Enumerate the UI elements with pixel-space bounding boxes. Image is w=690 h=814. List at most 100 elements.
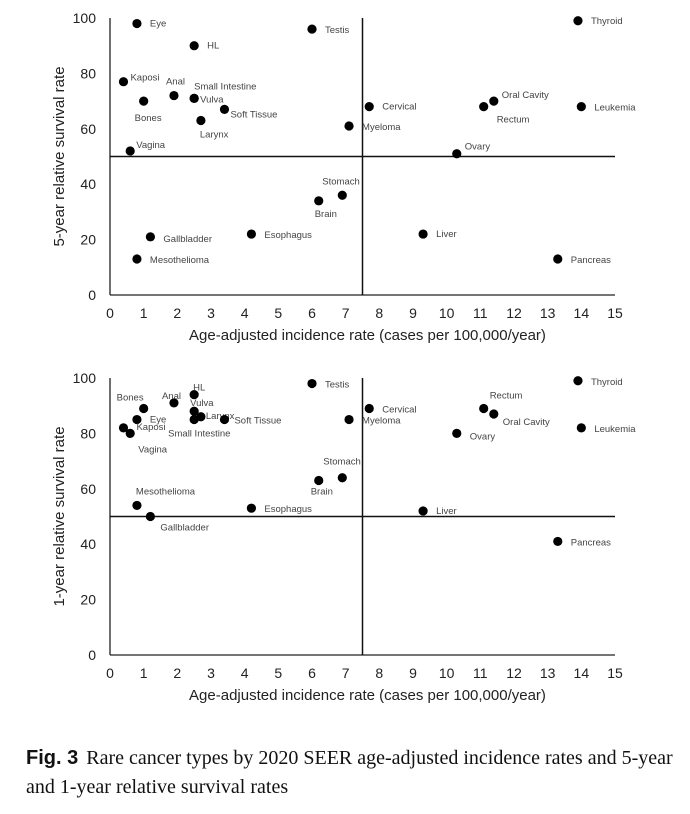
x-tick-label: 0 bbox=[106, 665, 114, 681]
data-label-kaposi: Kaposi bbox=[130, 73, 159, 84]
data-label-kaposi: Kaposi bbox=[136, 422, 165, 433]
data-point-vagina bbox=[125, 146, 135, 156]
data-point-mesothelioma bbox=[132, 500, 142, 511]
data-point-ovary bbox=[452, 149, 462, 159]
data-point-leukemia bbox=[576, 102, 586, 112]
data-point-small-intestine bbox=[189, 414, 199, 425]
data-point-testis bbox=[307, 378, 317, 389]
data-label-esophagus: Esophagus bbox=[264, 230, 312, 241]
data-label-anal: Anal bbox=[166, 77, 185, 88]
data-point-pancreas bbox=[553, 254, 563, 264]
data-label-ovary: Ovary bbox=[465, 142, 491, 153]
x-tick-label: 7 bbox=[342, 665, 350, 681]
x-tick-label: 2 bbox=[173, 305, 181, 321]
data-label-thyroid: Thyroid bbox=[591, 16, 623, 27]
data-label-gallbladder: Gallbladder bbox=[163, 234, 212, 245]
x-tick-label: 6 bbox=[308, 305, 316, 321]
y-tick-label: 80 bbox=[80, 65, 96, 81]
data-label-vulva: Vulva bbox=[200, 94, 224, 105]
x-tick-label: 3 bbox=[207, 305, 215, 321]
data-label-brain: Brain bbox=[311, 486, 333, 497]
x-tick-label: 11 bbox=[473, 665, 488, 681]
data-point-gallbladder bbox=[145, 232, 155, 242]
data-point-bones bbox=[139, 96, 149, 106]
data-point-cervical bbox=[364, 403, 374, 414]
y-tick-label: 0 bbox=[88, 287, 96, 303]
data-point-vagina bbox=[125, 428, 135, 438]
x-tick-label: 14 bbox=[574, 665, 590, 681]
x-tick-label: 5 bbox=[274, 665, 282, 681]
data-point-thyroid bbox=[573, 376, 583, 386]
y-axis-title: 5-year relative survival rate bbox=[51, 66, 68, 246]
data-label-esophagus: Esophagus bbox=[264, 504, 312, 515]
data-label-oral-cavity: Oral Cavity bbox=[503, 417, 550, 428]
x-tick-label: 3 bbox=[207, 665, 215, 681]
figure-caption: Fig. 3 Rare cancer types by 2020 SEER age… bbox=[26, 744, 676, 802]
data-point-gallbladder bbox=[145, 511, 155, 522]
data-label-liver: Liver bbox=[436, 229, 457, 240]
data-label-hl: HL bbox=[193, 383, 205, 394]
data-label-larynx: Larynx bbox=[200, 129, 229, 140]
data-label-oral-cavity: Oral Cavity bbox=[502, 90, 549, 101]
data-label-pancreas: Pancreas bbox=[571, 255, 611, 266]
x-tick-label: 8 bbox=[375, 305, 383, 321]
x-tick-label: 11 bbox=[473, 305, 488, 321]
data-point-larynx bbox=[196, 115, 206, 126]
data-label-rectum: Rectum bbox=[497, 115, 530, 126]
x-tick-label: 13 bbox=[540, 665, 556, 681]
y-tick-label: 40 bbox=[80, 176, 96, 192]
data-point-testis bbox=[307, 24, 317, 34]
data-point-mesothelioma bbox=[132, 254, 142, 264]
data-point-vulva bbox=[189, 93, 199, 103]
data-point-esophagus bbox=[246, 229, 256, 239]
x-tick-label: 4 bbox=[241, 305, 249, 321]
data-label-mesothelioma: Mesothelioma bbox=[150, 255, 210, 266]
data-label-larynx: Larynx bbox=[206, 411, 235, 422]
x-axis-title: Age-adjusted incidence rate (cases per 1… bbox=[189, 327, 546, 344]
data-label-stomach: Stomach bbox=[323, 457, 361, 468]
data-point-liver bbox=[418, 229, 428, 239]
data-label-rectum: Rectum bbox=[490, 390, 523, 401]
data-point-stomach bbox=[337, 190, 347, 200]
chart-panel-2: 0 1 2 3 4 5 6 7 8 9 10 11 12 13 14 15020406080100Age-ad… bbox=[51, 370, 636, 704]
data-label-soft-tissue: Soft Tissue bbox=[230, 109, 277, 120]
data-point-kaposi bbox=[118, 77, 129, 87]
data-label-myeloma: Myeloma bbox=[362, 416, 401, 427]
data-label-brain: Brain bbox=[315, 209, 337, 220]
data-point-vulva bbox=[189, 406, 199, 416]
y-tick-label: 20 bbox=[80, 232, 96, 248]
data-point-brain bbox=[314, 475, 324, 486]
data-label-testis: Testis bbox=[325, 25, 350, 36]
x-tick-label: 12 bbox=[506, 665, 522, 681]
data-label-hl: HL bbox=[207, 41, 219, 52]
data-point-pancreas bbox=[553, 536, 563, 547]
x-axis-title: Age-adjusted incidence rate (cases per 1… bbox=[189, 687, 546, 704]
data-label-leukemia: Leukemia bbox=[594, 424, 636, 435]
data-point-thyroid bbox=[573, 16, 583, 26]
data-point-myeloma bbox=[344, 414, 354, 425]
data-label-anal: Anal bbox=[162, 391, 181, 402]
data-point-rectum bbox=[479, 403, 489, 414]
y-tick-label: 60 bbox=[80, 481, 96, 497]
data-point-stomach bbox=[337, 473, 347, 483]
data-label-pancreas: Pancreas bbox=[571, 537, 611, 548]
figure-caption-text: Rare cancer types by 2020 SEER age-adjus… bbox=[26, 747, 673, 798]
y-tick-label: 80 bbox=[80, 425, 96, 441]
data-point-esophagus bbox=[246, 503, 256, 513]
data-label-small-intestine: Small Intestine bbox=[168, 429, 230, 440]
data-point-cervical bbox=[364, 102, 374, 112]
y-tick-label: 40 bbox=[80, 536, 96, 552]
x-tick-label: 14 bbox=[574, 305, 590, 321]
data-point-soft-tissue bbox=[219, 414, 230, 425]
data-point-ovary bbox=[452, 428, 462, 438]
data-point-oral-cavity bbox=[489, 96, 499, 106]
data-label-vagina: Vagina bbox=[136, 140, 166, 151]
y-tick-label: 60 bbox=[80, 121, 96, 137]
x-tick-label: 8 bbox=[375, 665, 383, 681]
x-tick-label: 7 bbox=[342, 305, 350, 321]
x-tick-label: 10 bbox=[439, 305, 455, 321]
x-tick-label: 15 bbox=[607, 665, 623, 681]
y-tick-label: 100 bbox=[73, 370, 97, 386]
x-tick-label: 6 bbox=[308, 665, 316, 681]
